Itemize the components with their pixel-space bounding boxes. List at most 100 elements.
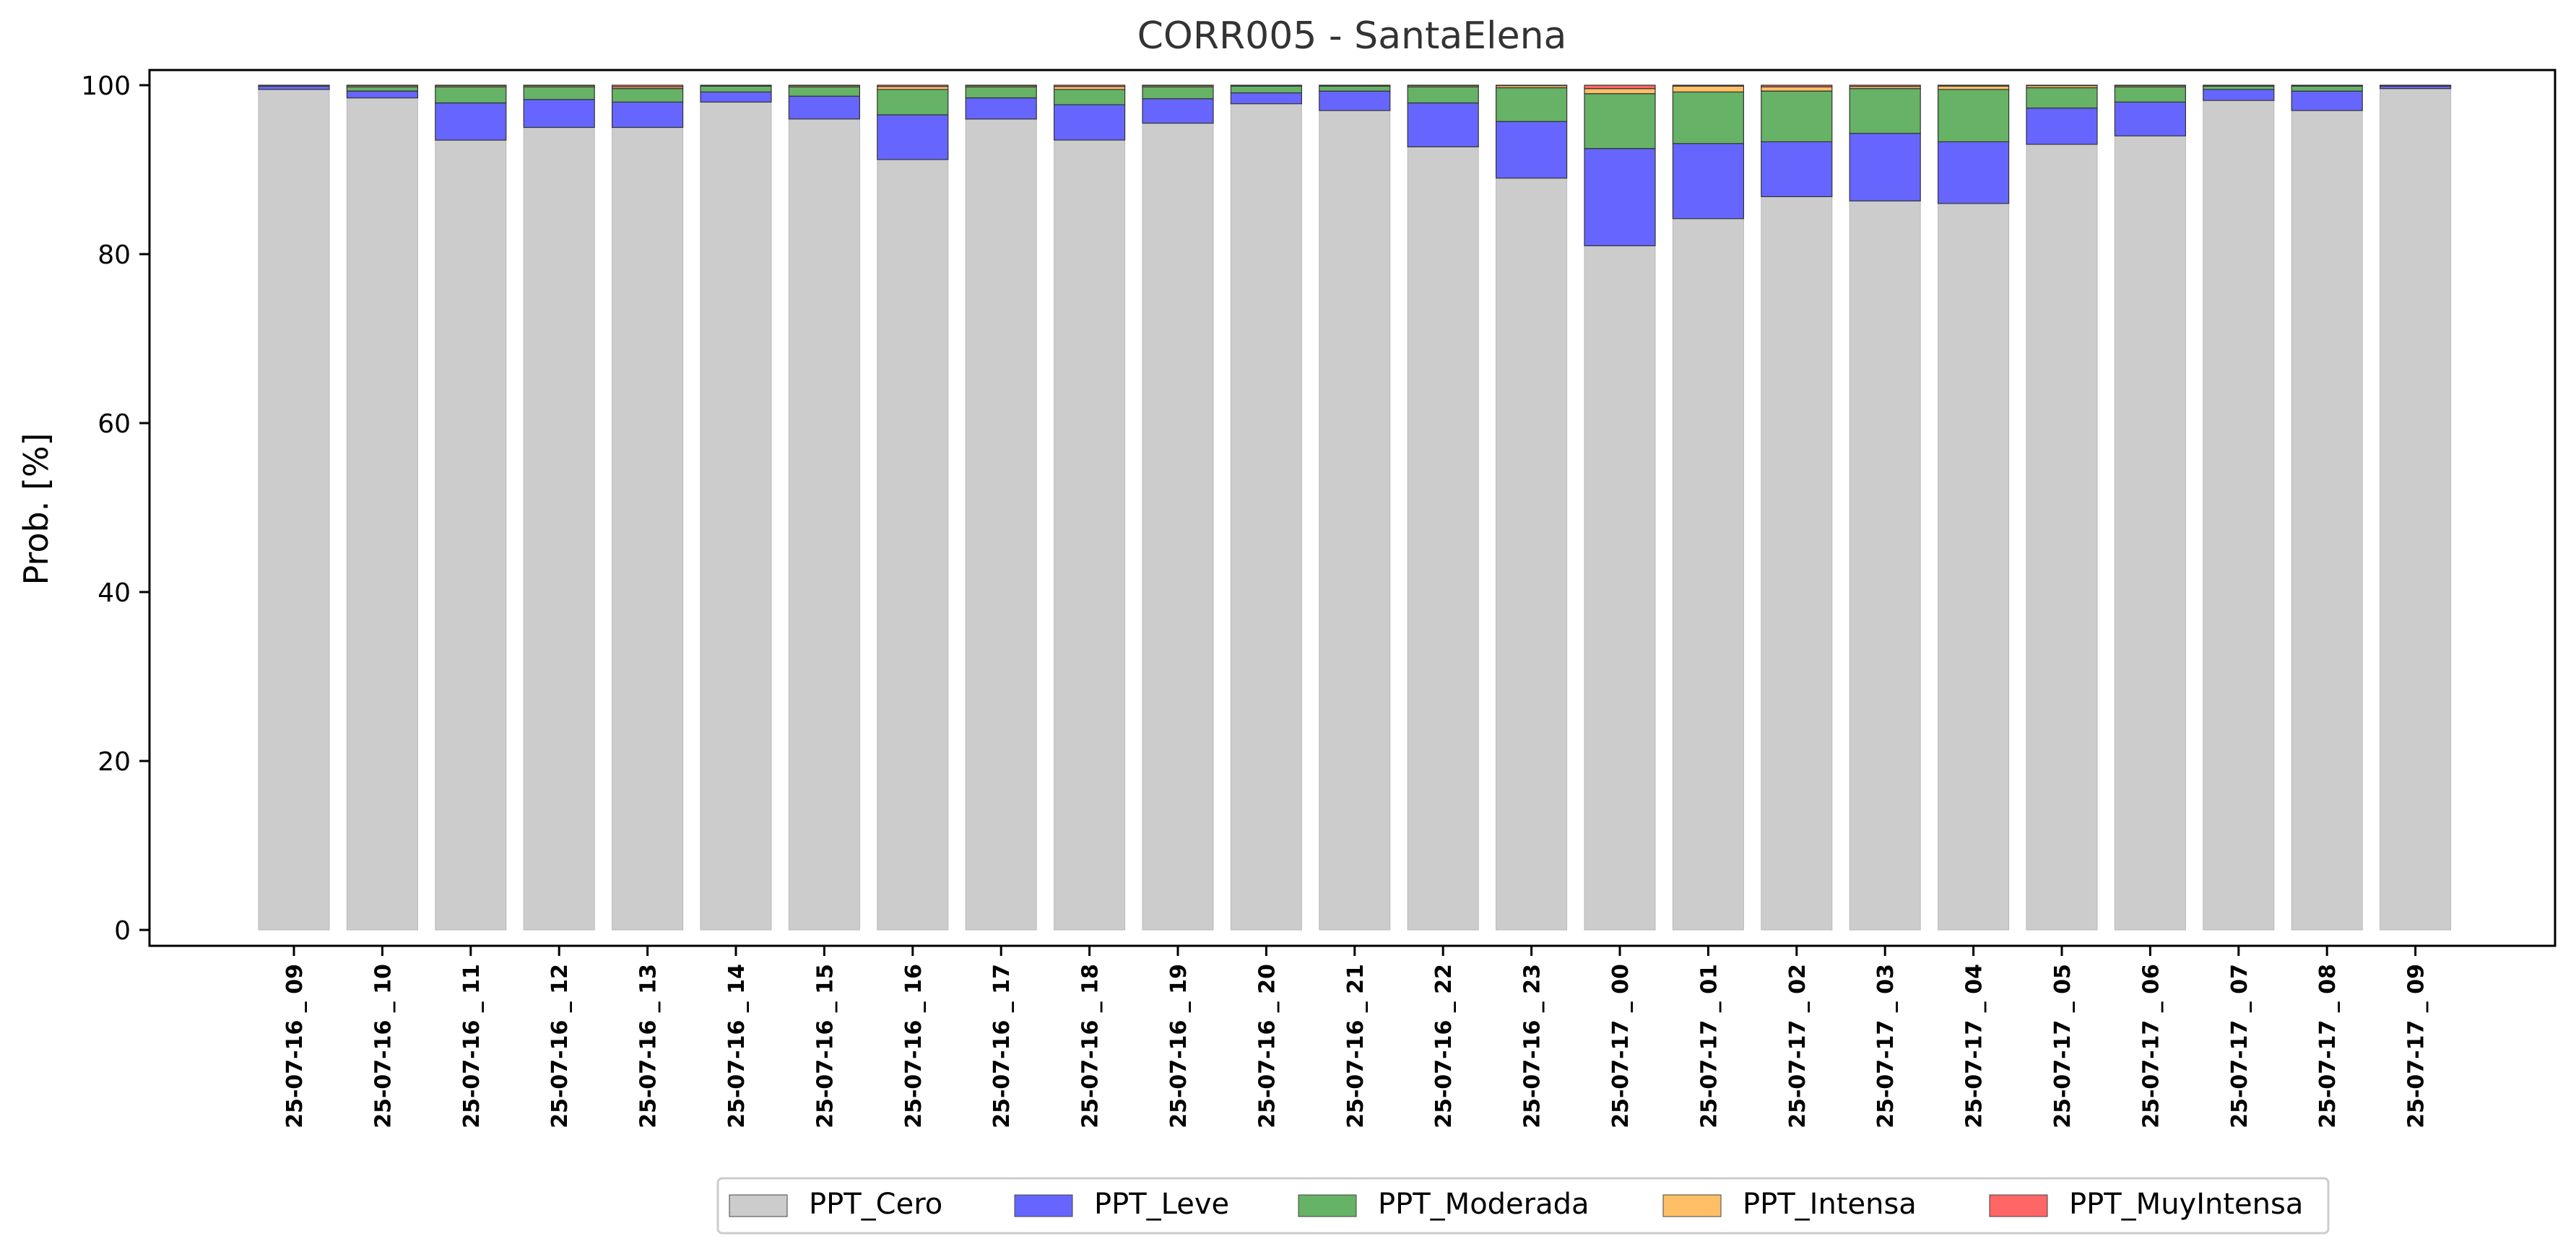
bar-ppt-leve — [611, 101, 684, 129]
bar-ppt-leve — [2203, 89, 2275, 101]
bar-ppt-intensa — [1761, 86, 1833, 92]
bar-ppt-muyintensa — [788, 84, 861, 87]
bar-ppt-leve — [1849, 133, 1921, 201]
y-tick-label: 20 — [97, 747, 131, 777]
bar-ppt-leve — [2026, 108, 2098, 145]
legend-label: PPT_Cero — [809, 1188, 942, 1221]
y-axis: 0 20 40 60 80 100 — [81, 71, 149, 946]
bar-ppt-muyintensa — [611, 84, 684, 87]
bar-ppt-cero — [1319, 110, 1391, 931]
bar-ppt-intensa — [1672, 85, 1744, 92]
bar-ppt-muyintensa — [1053, 84, 1126, 87]
bar-ppt-moderada — [1407, 86, 1479, 104]
bar-ppt-moderada — [1053, 89, 1126, 105]
bar-ppt-cero — [1761, 196, 1833, 931]
x-tick-label: 25-07-17 _ 09 — [2404, 964, 2429, 1128]
x-tick-label: 25-07-17 _ 06 — [2138, 964, 2164, 1128]
x-tick-label: 25-07-16 _ 14 — [724, 964, 750, 1128]
bar-ppt-intensa — [1938, 85, 2010, 90]
legend-swatch — [1298, 1194, 1357, 1217]
bar-ppt-cero — [2380, 88, 2452, 931]
x-tick-label: 25-07-17 _ 08 — [2315, 964, 2341, 1128]
bar-ppt-moderada — [1319, 85, 1391, 92]
bar-ppt-moderada — [700, 85, 772, 92]
bar-ppt-leve — [435, 103, 507, 141]
bar-ppt-cero — [2291, 110, 2363, 931]
bar-ppt-leve — [1584, 148, 1656, 247]
bar-ppt-intensa — [877, 86, 949, 90]
bar-ppt-cero — [1230, 103, 1302, 931]
bar-ppt-cero — [1496, 178, 1568, 931]
bar-ppt-leve — [877, 114, 949, 160]
bar-ppt-moderada — [1142, 86, 1214, 100]
bar-ppt-cero — [965, 118, 1037, 931]
bar-ppt-moderada — [2203, 85, 2275, 90]
legend-label: PPT_MuyIntensa — [2069, 1188, 2303, 1221]
x-tick-label: 25-07-17 _ 01 — [1696, 964, 1722, 1128]
bar-ppt-muyintensa — [1672, 84, 1744, 87]
x-tick-label: 25-07-16 _ 09 — [282, 964, 308, 1128]
bar-ppt-cero — [700, 101, 772, 931]
bar-ppt-moderada — [1849, 88, 1921, 134]
x-tick-label: 25-07-16 _ 17 — [989, 964, 1015, 1128]
bar-ppt-leve — [1938, 141, 2010, 204]
bar-ppt-leve — [965, 97, 1037, 120]
x-tick-label: 25-07-16 _ 19 — [1166, 964, 1192, 1128]
bar-ppt-leve — [1319, 90, 1391, 111]
x-tick-label: 25-07-17 _ 04 — [1962, 964, 1987, 1128]
legend-box — [716, 1177, 2330, 1235]
bar-ppt-moderada — [611, 88, 684, 103]
bar-ppt-muyintensa — [1584, 84, 1656, 90]
bar-ppt-cero — [1849, 200, 1921, 931]
x-tick-label: 25-07-17 _ 00 — [1608, 964, 1634, 1128]
bar-ppt-moderada — [2026, 87, 2098, 109]
bar-ppt-muyintensa — [2203, 84, 2275, 87]
bar-ppt-muyintensa — [2291, 84, 2363, 87]
bar-ppt-muyintensa — [1142, 84, 1214, 87]
legend: PPT_Cero PPT_Leve PPT_Moderada PPT_Intensa P… — [716, 1177, 2330, 1235]
bar-ppt-leve — [1053, 104, 1126, 141]
bar-ppt-moderada — [1672, 91, 1744, 144]
bar-ppt-muyintensa — [2114, 84, 2186, 87]
x-tick-label: 25-07-16 _ 18 — [1078, 964, 1103, 1128]
bar-ppt-moderada — [965, 86, 1037, 99]
bar-ppt-muyintensa — [1938, 84, 2010, 87]
y-tick-label: 80 — [97, 240, 131, 270]
bar-ppt-moderada — [877, 89, 949, 116]
legend-label: PPT_Moderada — [1378, 1188, 1590, 1221]
bar-ppt-cero — [1584, 245, 1656, 931]
x-tick-label: 25-07-17 _ 02 — [1785, 964, 1810, 1128]
legend-label: PPT_Intensa — [1743, 1188, 1917, 1221]
x-tick-label: 25-07-16 _ 10 — [370, 964, 396, 1128]
bar-ppt-muyintensa — [1849, 84, 1921, 87]
bar-ppt-moderada — [1761, 90, 1833, 142]
bar-ppt-moderada — [523, 86, 595, 100]
chart-title: CORR005 - SantaElena — [1137, 14, 1567, 58]
bar-ppt-cero — [788, 118, 860, 931]
bar-ppt-moderada — [2291, 85, 2363, 92]
legend-swatch — [729, 1194, 788, 1217]
bar-ppt-cero — [1054, 139, 1126, 931]
x-tick-label: 25-07-16 _ 22 — [1431, 964, 1457, 1128]
x-tick-label: 25-07-16 _ 11 — [459, 964, 485, 1128]
x-tick-label: 25-07-16 _ 16 — [901, 964, 927, 1128]
x-tick-label: 25-07-16 _ 20 — [1254, 964, 1280, 1128]
bar-ppt-cero — [2203, 100, 2275, 931]
bar-ppt-cero — [612, 127, 684, 931]
x-tick-label: 25-07-17 _ 03 — [1873, 964, 1899, 1128]
x-tick-label: 25-07-16 _ 21 — [1343, 964, 1369, 1128]
legend-swatch — [1662, 1194, 1722, 1217]
bar-ppt-muyintensa — [877, 84, 949, 87]
bar-ppt-moderada — [1230, 85, 1303, 94]
x-tick-label: 25-07-16 _ 15 — [812, 964, 838, 1128]
bar-ppt-muyintensa — [1761, 84, 1833, 87]
bar-ppt-moderada — [346, 86, 418, 92]
bar-ppt-intensa — [1319, 84, 1391, 87]
bar-ppt-leve — [788, 95, 861, 120]
bar-ppt-cero — [346, 97, 418, 931]
bar-ppt-intensa — [1230, 84, 1303, 87]
bar-ppt-leve — [523, 99, 595, 129]
bar-ppt-moderada — [788, 86, 861, 97]
